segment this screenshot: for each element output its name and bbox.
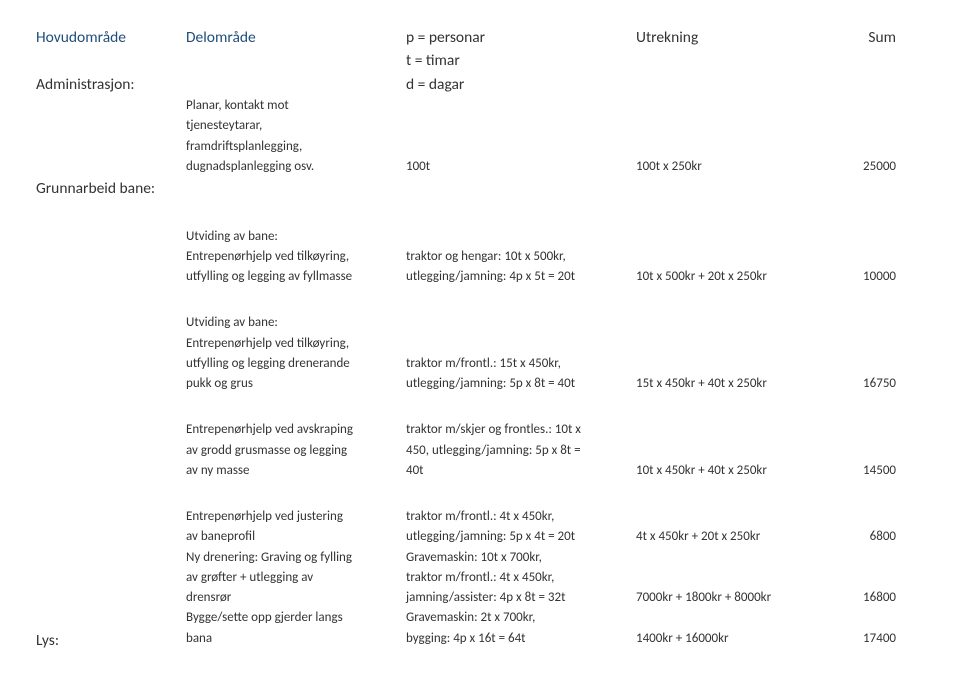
hdr-del: Delområde bbox=[186, 28, 406, 47]
b4-r5: drensrør jamning/assister: 4p x 8t = 32t… bbox=[36, 590, 924, 606]
hdr-sum: Sum bbox=[836, 28, 896, 47]
b1-m2: utlegging/jamning: 4p x 5t = 20t bbox=[406, 269, 636, 285]
hdr-t: t = timar bbox=[406, 51, 636, 70]
b1-r3: utfylling og legging av fyllmasse utlegg… bbox=[36, 269, 924, 285]
b4-l4: av grøfter + utlegging av bbox=[186, 570, 406, 586]
b3-l1: Entrepenørhjelp ved avskraping bbox=[186, 422, 406, 438]
b4-r1: Entrepenørhjelp ved justering traktor m/… bbox=[36, 509, 924, 525]
b1-r2: Entrepenørhjelp ved tilkøyring, traktor … bbox=[36, 249, 924, 265]
admin-title: Administrasjon: bbox=[36, 75, 186, 94]
b2-l1: Utviding av bane: bbox=[186, 315, 406, 331]
lys-title: Lys: bbox=[36, 631, 186, 650]
b3-calc: 10t x 450kr + 40t x 250kr bbox=[636, 463, 836, 479]
b1-l1: Utviding av bane: bbox=[186, 229, 406, 245]
b2-m1: traktor m/frontl.: 15t x 450kr, bbox=[406, 356, 636, 372]
b4-r3: Ny drenering: Graving og fylling Gravema… bbox=[36, 550, 924, 566]
b2-m2: utlegging/jamning: 5p x 8t = 40t bbox=[406, 376, 636, 392]
b3-r1: Entrepenørhjelp ved avskraping traktor m… bbox=[36, 422, 924, 438]
admin-desc-l1: Planar, kontakt mot bbox=[186, 98, 406, 114]
admin-desc-l3: framdriftsplanlegging, bbox=[186, 139, 406, 155]
hdr-utrekning: Utrekning bbox=[636, 28, 836, 47]
b3-r3: av ny masse 40t 10t x 450kr + 40t x 250k… bbox=[36, 463, 924, 479]
b1-calc: 10t x 500kr + 20t x 250kr bbox=[636, 269, 836, 285]
b4-r2: av baneprofil utlegging/jamning: 5p x 4t… bbox=[36, 529, 924, 545]
b4-calc3: 1400kr + 16000kr bbox=[636, 631, 836, 650]
b3-sum: 14500 bbox=[836, 463, 896, 479]
b1-m1: traktor og hengar: 10t x 500kr, bbox=[406, 249, 636, 265]
b4-calc1: 4t x 450kr + 20t x 250kr bbox=[636, 529, 836, 545]
b4-calc2: 7000kr + 1800kr + 8000kr bbox=[636, 590, 836, 606]
hdr-d: d = dagar bbox=[406, 75, 636, 94]
b4-sum3: 17400 bbox=[836, 631, 896, 650]
b3-r2: av grodd grusmasse og legging 450, utleg… bbox=[36, 443, 924, 459]
b2-l2: Entrepenørhjelp ved tilkøyring, bbox=[186, 336, 406, 352]
admin-desc-3: framdriftsplanlegging, bbox=[36, 139, 924, 155]
b4-m4: traktor m/frontl.: 4t x 450kr, bbox=[406, 570, 636, 586]
b1-sum: 10000 bbox=[836, 269, 896, 285]
b4-l1: Entrepenørhjelp ved justering bbox=[186, 509, 406, 525]
admin-desc-l4: dugnadsplanlegging osv. bbox=[186, 159, 406, 175]
hdr-p: p = personar bbox=[406, 28, 636, 47]
b4-r6: Bygge/sette opp gjerder langs Gravemaski… bbox=[36, 610, 924, 626]
b2-r3: utfylling og legging drenerande traktor … bbox=[36, 356, 924, 372]
b2-l4: pukk og grus bbox=[186, 376, 406, 392]
admin-desc-2: tjenesteytarar, bbox=[36, 118, 924, 134]
hdr-hovud: Hovudområde bbox=[36, 28, 186, 47]
b2-l3: utfylling og legging drenerande bbox=[186, 356, 406, 372]
b1-l3: utfylling og legging av fyllmasse bbox=[186, 269, 406, 285]
b3-l3: av ny masse bbox=[186, 463, 406, 479]
b2-sum: 16750 bbox=[836, 376, 896, 392]
b1-l2: Entrepenørhjelp ved tilkøyring, bbox=[186, 249, 406, 265]
b2-r2: Entrepenørhjelp ved tilkøyring, bbox=[36, 336, 924, 352]
b4-l6: Bygge/sette opp gjerder langs bbox=[186, 610, 406, 626]
b4-m3: Gravemaskin: 10t x 700kr, bbox=[406, 550, 636, 566]
b4-l5: drensrør bbox=[186, 590, 406, 606]
admin-desc-4: dugnadsplanlegging osv. 100t 100t x 250k… bbox=[36, 159, 924, 175]
b3-l2: av grodd grusmasse og legging bbox=[186, 443, 406, 459]
admin-title-row: Administrasjon: d = dagar bbox=[36, 75, 924, 94]
b4-r4: av grøfter + utlegging av traktor m/fron… bbox=[36, 570, 924, 586]
b2-r4: pukk og grus utlegging/jamning: 5p x 8t … bbox=[36, 376, 924, 392]
admin-sum: 25000 bbox=[836, 159, 896, 175]
header-row: Hovudområde Delområde p = personar Utrek… bbox=[36, 28, 924, 47]
admin-desc-l2: tjenesteytarar, bbox=[186, 118, 406, 134]
b4-l2: av baneprofil bbox=[186, 529, 406, 545]
b4-m1: traktor m/frontl.: 4t x 450kr, bbox=[406, 509, 636, 525]
b4-l7: bana bbox=[186, 631, 406, 650]
b2-calc: 15t x 450kr + 40t x 250kr bbox=[636, 376, 836, 392]
admin-desc-1: Planar, kontakt mot bbox=[36, 98, 924, 114]
b1-r1: Utviding av bane: bbox=[36, 229, 924, 245]
b4-m5: jamning/assister: 4p x 8t = 32t bbox=[406, 590, 636, 606]
b4-m6: Gravemaskin: 2t x 700kr, bbox=[406, 610, 636, 626]
subheader-t: t = timar bbox=[36, 51, 924, 70]
b2-r1: Utviding av bane: bbox=[36, 315, 924, 331]
b4-sum1: 6800 bbox=[836, 529, 896, 545]
b4-m2: utlegging/jamning: 5p x 4t = 20t bbox=[406, 529, 636, 545]
b3-m3: 40t bbox=[406, 463, 636, 479]
admin-mid: 100t bbox=[406, 159, 636, 175]
grunn-title: Grunnarbeid bane: bbox=[36, 179, 186, 198]
b4-r7: Lys: bana bygging: 4p x 16t = 64t 1400kr… bbox=[36, 631, 924, 650]
b4-sum2: 16800 bbox=[836, 590, 896, 606]
b4-l3: Ny drenering: Graving og fylling bbox=[186, 550, 406, 566]
b3-m2: 450, utlegging/jamning: 5p x 8t = bbox=[406, 443, 636, 459]
b3-m1: traktor m/skjer og frontles.: 10t x bbox=[406, 422, 636, 438]
admin-calc: 100t x 250kr bbox=[636, 159, 836, 175]
grunn-title-row: Grunnarbeid bane: bbox=[36, 179, 924, 198]
b4-m7: bygging: 4p x 16t = 64t bbox=[406, 631, 636, 650]
